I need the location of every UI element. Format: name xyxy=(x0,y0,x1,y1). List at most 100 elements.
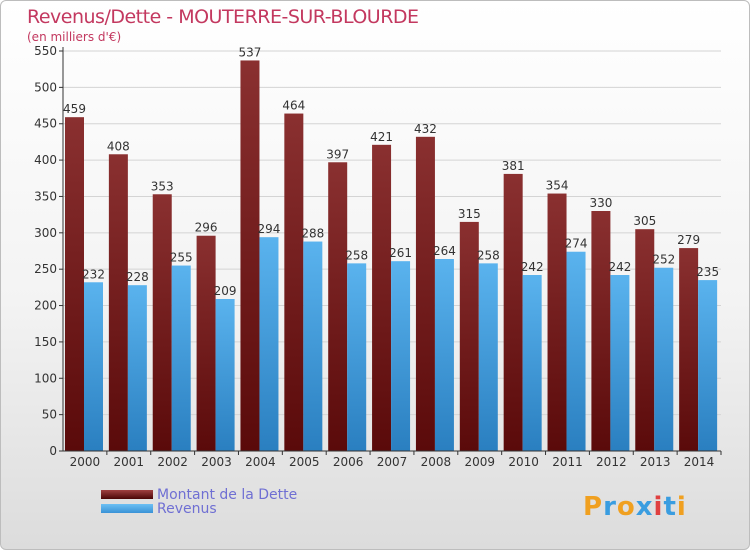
revenus-bar xyxy=(303,241,323,451)
debt-bar xyxy=(635,229,655,451)
debt-bar xyxy=(328,162,348,452)
x-tick-label: 2014 xyxy=(684,455,715,469)
revenus-bar xyxy=(478,263,498,451)
debt-value-label: 279 xyxy=(677,233,700,247)
x-tick-label: 2011 xyxy=(552,455,583,469)
debt-bar xyxy=(372,144,392,451)
y-tick-label: 200 xyxy=(34,299,57,313)
y-tick-label: 50 xyxy=(42,408,57,422)
revenus-value-label: 258 xyxy=(345,248,368,262)
revenus-value-label: 264 xyxy=(433,244,456,258)
x-tick-label: 2004 xyxy=(245,455,276,469)
logo-letter: r xyxy=(603,492,617,522)
revenus-bar xyxy=(127,285,147,451)
y-tick-label: 250 xyxy=(34,262,57,276)
y-tick-label: 400 xyxy=(34,153,57,167)
debt-value-label: 397 xyxy=(326,147,349,161)
x-tick-label: 2007 xyxy=(377,455,408,469)
y-tick-label: 150 xyxy=(34,335,57,349)
revenus-bar xyxy=(610,275,630,451)
x-tick-label: 2013 xyxy=(640,455,671,469)
legend-item-revenus: Revenus xyxy=(1,502,301,516)
debt-value-label: 381 xyxy=(502,159,525,173)
x-tick-label: 2003 xyxy=(201,455,232,469)
debt-value-label: 296 xyxy=(195,221,218,235)
logo-letter: o xyxy=(616,492,636,522)
debt-bar xyxy=(152,194,172,452)
x-tick-label: 2012 xyxy=(596,455,627,469)
revenus-bar xyxy=(522,275,542,451)
revenus-value-label: 274 xyxy=(565,237,588,251)
logo-letter: t xyxy=(663,492,677,522)
proxiti-logo: Proxiti xyxy=(583,492,687,522)
y-tick-label: 0 xyxy=(49,444,57,458)
revenus-value-label: 288 xyxy=(301,227,324,241)
x-tick-label: 2000 xyxy=(70,455,101,469)
revenus-value-label: 258 xyxy=(477,248,500,262)
debt-bar xyxy=(196,235,216,451)
debt-bar xyxy=(679,248,699,451)
revenus-value-label: 209 xyxy=(214,284,237,298)
revenus-bar xyxy=(434,259,454,451)
legend-item-debt: Montant de la Dette xyxy=(1,488,301,502)
logo-letter: i xyxy=(653,492,664,522)
debt-bar xyxy=(547,193,567,451)
debt-value-label: 353 xyxy=(151,179,174,193)
revenus-value-label: 235 xyxy=(696,265,719,279)
debt-value-label: 459 xyxy=(63,102,86,116)
revenus-value-label: 294 xyxy=(258,222,281,236)
debt-bar xyxy=(240,60,260,452)
debt-value-label: 432 xyxy=(414,122,437,136)
legend-swatch-revenus xyxy=(101,504,153,513)
revenus-bar xyxy=(171,265,191,451)
debt-bar xyxy=(65,117,84,451)
revenus-value-label: 228 xyxy=(126,270,149,284)
revenus-bar xyxy=(259,237,279,451)
y-tick-label: 500 xyxy=(34,80,57,94)
revenus-bar xyxy=(698,280,718,451)
x-tick-label: 2006 xyxy=(333,455,364,469)
x-tick-label: 2010 xyxy=(508,455,539,469)
revenus-bar xyxy=(566,251,586,451)
debt-bar xyxy=(459,221,479,451)
y-tick-label: 300 xyxy=(34,226,57,240)
x-tick-label: 2008 xyxy=(421,455,452,469)
debt-value-label: 315 xyxy=(458,207,481,221)
x-tick-label: 2009 xyxy=(464,455,495,469)
y-tick-label: 350 xyxy=(34,189,57,203)
logo-text: Proxiti xyxy=(583,492,687,522)
revenus-value-label: 232 xyxy=(82,267,105,281)
revenus-value-label: 242 xyxy=(521,260,544,274)
debt-value-label: 464 xyxy=(282,99,305,113)
debt-bar xyxy=(284,113,304,451)
legend-swatch-debt xyxy=(101,490,153,499)
x-tick-label: 2005 xyxy=(289,455,320,469)
debt-value-label: 421 xyxy=(370,130,393,144)
revenus-bar xyxy=(391,261,411,451)
revenus-value-label: 255 xyxy=(170,251,193,265)
revenus-value-label: 252 xyxy=(652,253,675,267)
x-tick-label: 2002 xyxy=(157,455,188,469)
logo-letter: P xyxy=(583,492,604,522)
revenus-bar xyxy=(84,282,103,451)
revenus-bar xyxy=(347,263,367,451)
y-tick-label: 100 xyxy=(34,371,57,385)
debt-value-label: 354 xyxy=(546,179,569,193)
debt-value-label: 537 xyxy=(239,45,262,59)
debt-value-label: 408 xyxy=(107,139,130,153)
revenus-bar xyxy=(215,299,235,451)
chart-title: Revenus/Dette - MOUTERRE-SUR-BLOURDE xyxy=(27,6,419,28)
logo-letter: x xyxy=(635,492,654,522)
x-tick-label: 2001 xyxy=(114,455,145,469)
debt-value-label: 305 xyxy=(633,214,656,228)
y-tick-label: 550 xyxy=(34,44,57,58)
debt-bar xyxy=(503,173,523,451)
revenus-bar xyxy=(654,267,674,451)
debt-bar xyxy=(415,136,435,451)
revenus-value-label: 242 xyxy=(608,260,631,274)
y-tick-label: 450 xyxy=(34,117,57,131)
debt-bar xyxy=(108,154,128,452)
logo-letter: i xyxy=(676,492,687,522)
